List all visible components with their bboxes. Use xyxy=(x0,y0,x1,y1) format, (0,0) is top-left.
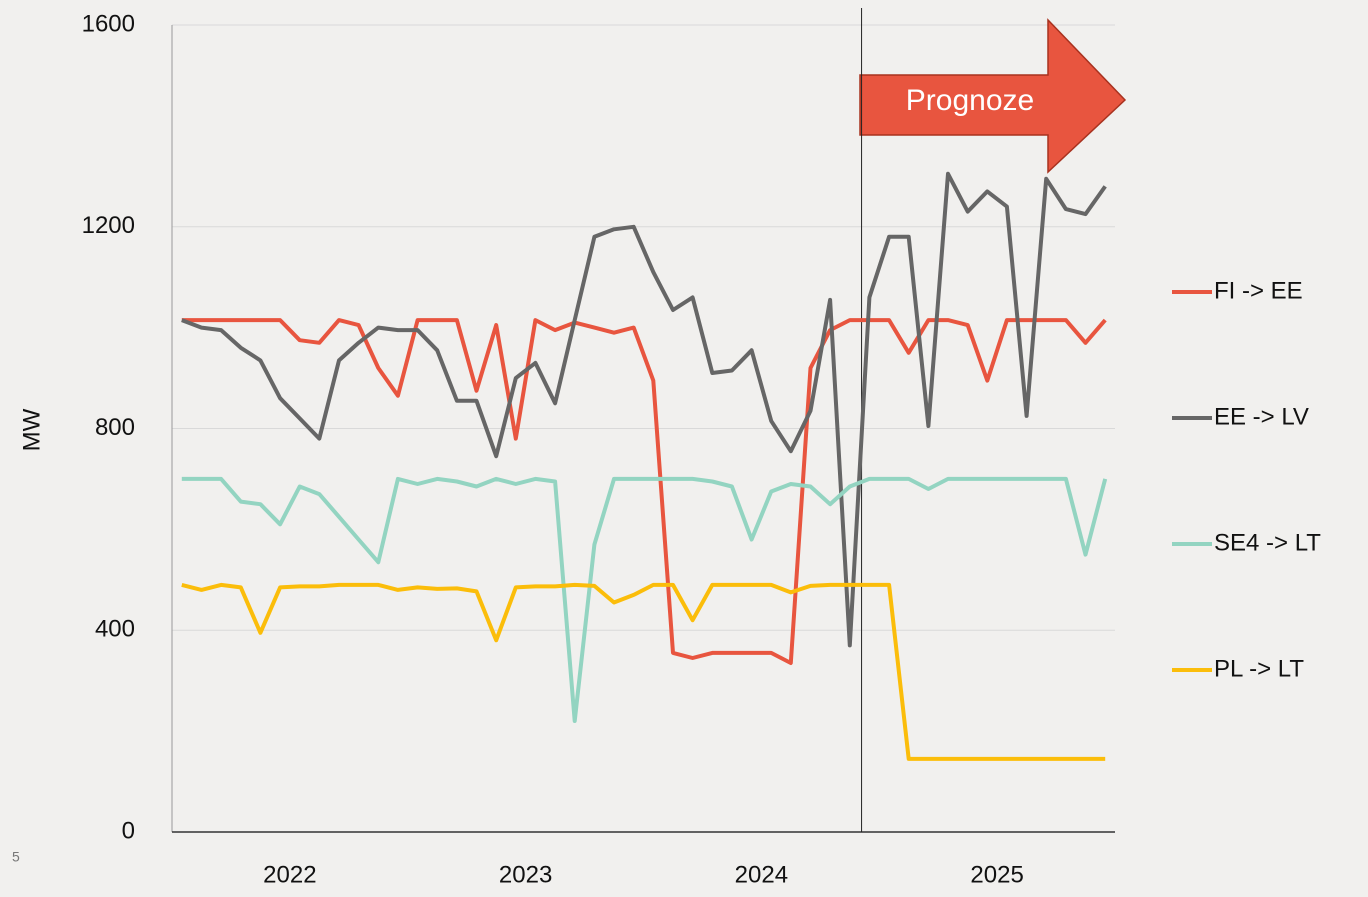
legend-label: EE -> LV xyxy=(1214,403,1309,430)
series-line xyxy=(181,582,1106,761)
x-tick-label: 2024 xyxy=(735,861,788,888)
y-tick-label: 400 xyxy=(95,616,135,643)
y-tick-label: 0 xyxy=(122,817,135,844)
x-tick-label: 2025 xyxy=(970,861,1023,888)
page-number: 5 xyxy=(12,849,20,865)
y-tick-label: 1200 xyxy=(82,212,135,239)
annotation: Prognoze xyxy=(906,84,1034,117)
series-line xyxy=(181,171,1107,648)
legend-label: FI -> EE xyxy=(1214,277,1303,304)
legend-label: SE4 -> LT xyxy=(1214,529,1321,556)
y-tick-label: 800 xyxy=(95,414,135,441)
x-tick-label: 2022 xyxy=(263,861,316,888)
series-line xyxy=(181,476,1108,723)
legend-label: PL -> LT xyxy=(1214,655,1304,682)
x-tick-label: 2023 xyxy=(499,861,552,888)
series-line xyxy=(181,318,1107,665)
y-axis-label: MW xyxy=(18,408,45,451)
y-tick-label: 1600 xyxy=(82,10,135,37)
forecast-arrow xyxy=(859,18,1127,174)
